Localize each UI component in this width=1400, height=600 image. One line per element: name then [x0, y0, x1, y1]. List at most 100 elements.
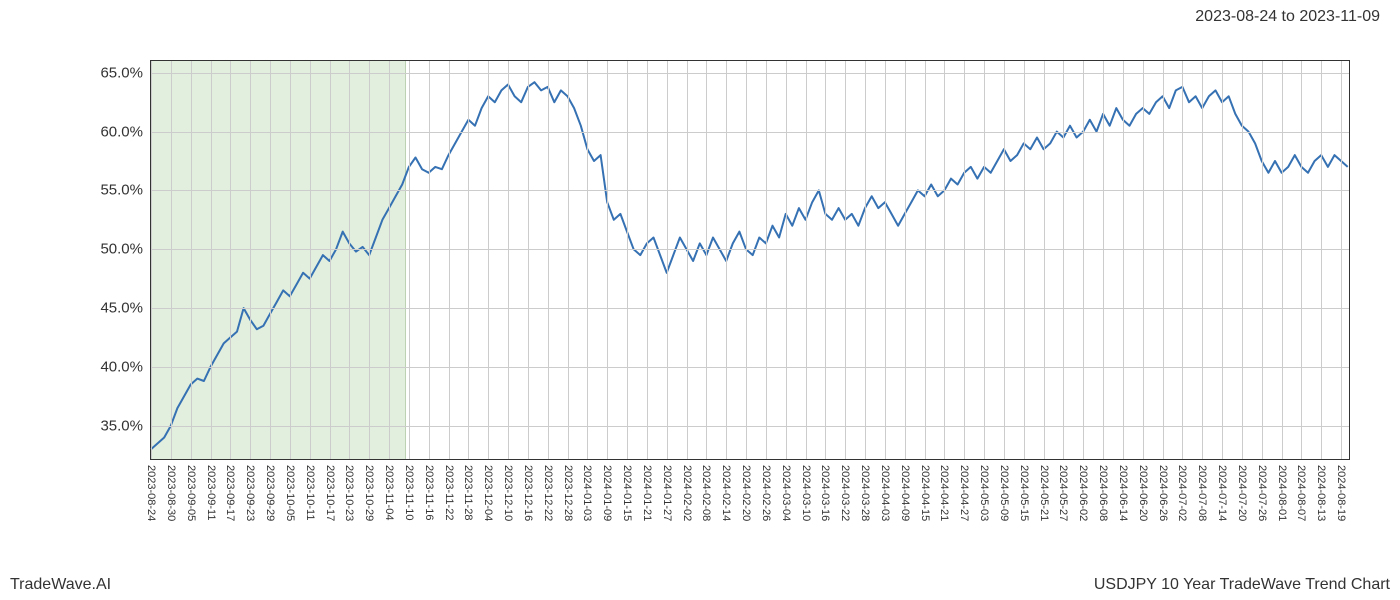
xtick-label: 2024-03-28 [859, 465, 871, 521]
xtick-label: 2023-10-17 [324, 465, 336, 521]
gridline-v [250, 61, 251, 459]
gridline-v [806, 61, 807, 459]
xtick-label: 2023-09-23 [244, 465, 256, 521]
gridline-v [766, 61, 767, 459]
xtick-label: 2023-12-10 [502, 465, 514, 521]
gridline-v [925, 61, 926, 459]
xtick-label: 2023-11-10 [403, 465, 415, 520]
xtick-label: 2023-09-05 [185, 465, 197, 521]
xtick-label: 2023-08-24 [145, 465, 157, 521]
xtick-label: 2023-12-16 [522, 465, 534, 521]
ytick-label: 65.0% [100, 64, 143, 81]
gridline-v [905, 61, 906, 459]
gridline-v [429, 61, 430, 459]
xtick-label: 2024-04-15 [919, 465, 931, 521]
xtick-label: 2024-03-22 [839, 465, 851, 521]
xtick-label: 2023-11-04 [383, 465, 395, 520]
gridline-v [389, 61, 390, 459]
xtick-label: 2023-11-28 [462, 465, 474, 520]
xtick-label: 2023-12-04 [482, 465, 494, 521]
gridline-v [230, 61, 231, 459]
xtick-label: 2024-06-02 [1077, 465, 1089, 521]
gridline-h [151, 249, 1349, 250]
gridline-v [1083, 61, 1084, 459]
xtick-label: 2024-07-08 [1196, 465, 1208, 521]
xtick-label: 2024-04-27 [958, 465, 970, 521]
gridline-v [825, 61, 826, 459]
gridline-v [568, 61, 569, 459]
xtick-label: 2023-09-29 [264, 465, 276, 521]
date-range-label: 2023-08-24 to 2023-11-09 [1195, 8, 1380, 26]
gridline-v [349, 61, 350, 459]
gridline-v [1143, 61, 1144, 459]
xtick-label: 2024-05-27 [1057, 465, 1069, 521]
gridline-v [1163, 61, 1164, 459]
gridline-v [1341, 61, 1342, 459]
xtick-label: 2024-08-13 [1315, 465, 1327, 521]
xtick-label: 2024-05-21 [1038, 465, 1050, 521]
plot-area: 35.0%40.0%45.0%50.0%55.0%60.0%65.0%2023-… [150, 60, 1350, 460]
xtick-label: 2024-06-20 [1137, 465, 1149, 521]
xtick-label: 2024-07-20 [1236, 465, 1248, 521]
xtick-label: 2023-09-11 [205, 465, 217, 520]
gridline-v [191, 61, 192, 459]
gridline-v [726, 61, 727, 459]
gridline-v [409, 61, 410, 459]
xtick-label: 2023-12-28 [562, 465, 574, 521]
xtick-label: 2023-10-29 [363, 465, 375, 521]
gridline-v [1044, 61, 1045, 459]
gridline-v [687, 61, 688, 459]
gridline-v [1222, 61, 1223, 459]
gridline-v [964, 61, 965, 459]
gridline-v [1282, 61, 1283, 459]
gridline-v [1024, 61, 1025, 459]
ytick-label: 55.0% [100, 182, 143, 199]
gridline-h [151, 190, 1349, 191]
gridline-v [786, 61, 787, 459]
xtick-label: 2023-09-17 [224, 465, 236, 521]
xtick-label: 2024-02-02 [681, 465, 693, 521]
footer-chart-title: USDJPY 10 Year TradeWave Trend Chart [1094, 576, 1390, 594]
xtick-label: 2024-05-15 [1018, 465, 1030, 521]
gridline-v [845, 61, 846, 459]
gridline-v [1202, 61, 1203, 459]
gridline-v [369, 61, 370, 459]
xtick-label: 2024-04-03 [879, 465, 891, 521]
xtick-label: 2024-03-10 [800, 465, 812, 521]
xtick-label: 2023-12-22 [542, 465, 554, 521]
gridline-v [1063, 61, 1064, 459]
gridline-v [865, 61, 866, 459]
gridline-v [587, 61, 588, 459]
gridline-v [449, 61, 450, 459]
xtick-label: 2024-02-20 [740, 465, 752, 521]
gridline-v [1182, 61, 1183, 459]
xtick-label: 2023-10-05 [284, 465, 296, 521]
xtick-label: 2024-07-26 [1256, 465, 1268, 521]
xtick-label: 2024-01-15 [621, 465, 633, 521]
gridline-h [151, 132, 1349, 133]
ytick-label: 45.0% [100, 300, 143, 317]
gridline-v [528, 61, 529, 459]
xtick-label: 2024-01-09 [601, 465, 613, 521]
ytick-label: 35.0% [100, 417, 143, 434]
gridline-v [270, 61, 271, 459]
gridline-h [151, 73, 1349, 74]
xtick-label: 2024-01-03 [581, 465, 593, 521]
gridline-v [488, 61, 489, 459]
xtick-label: 2024-07-14 [1216, 465, 1228, 521]
line-series [151, 61, 1351, 461]
gridline-v [548, 61, 549, 459]
gridline-v [746, 61, 747, 459]
xtick-label: 2024-03-04 [780, 465, 792, 521]
xtick-label: 2023-10-11 [304, 465, 316, 520]
gridline-h [151, 308, 1349, 309]
gridline-v [290, 61, 291, 459]
xtick-label: 2024-06-08 [1097, 465, 1109, 521]
chart-container: 35.0%40.0%45.0%50.0%55.0%60.0%65.0%2023-… [0, 40, 1400, 580]
gridline-v [627, 61, 628, 459]
gridline-v [211, 61, 212, 459]
gridline-h [151, 426, 1349, 427]
xtick-label: 2024-07-02 [1176, 465, 1188, 521]
xtick-label: 2024-03-16 [819, 465, 831, 521]
gridline-v [647, 61, 648, 459]
